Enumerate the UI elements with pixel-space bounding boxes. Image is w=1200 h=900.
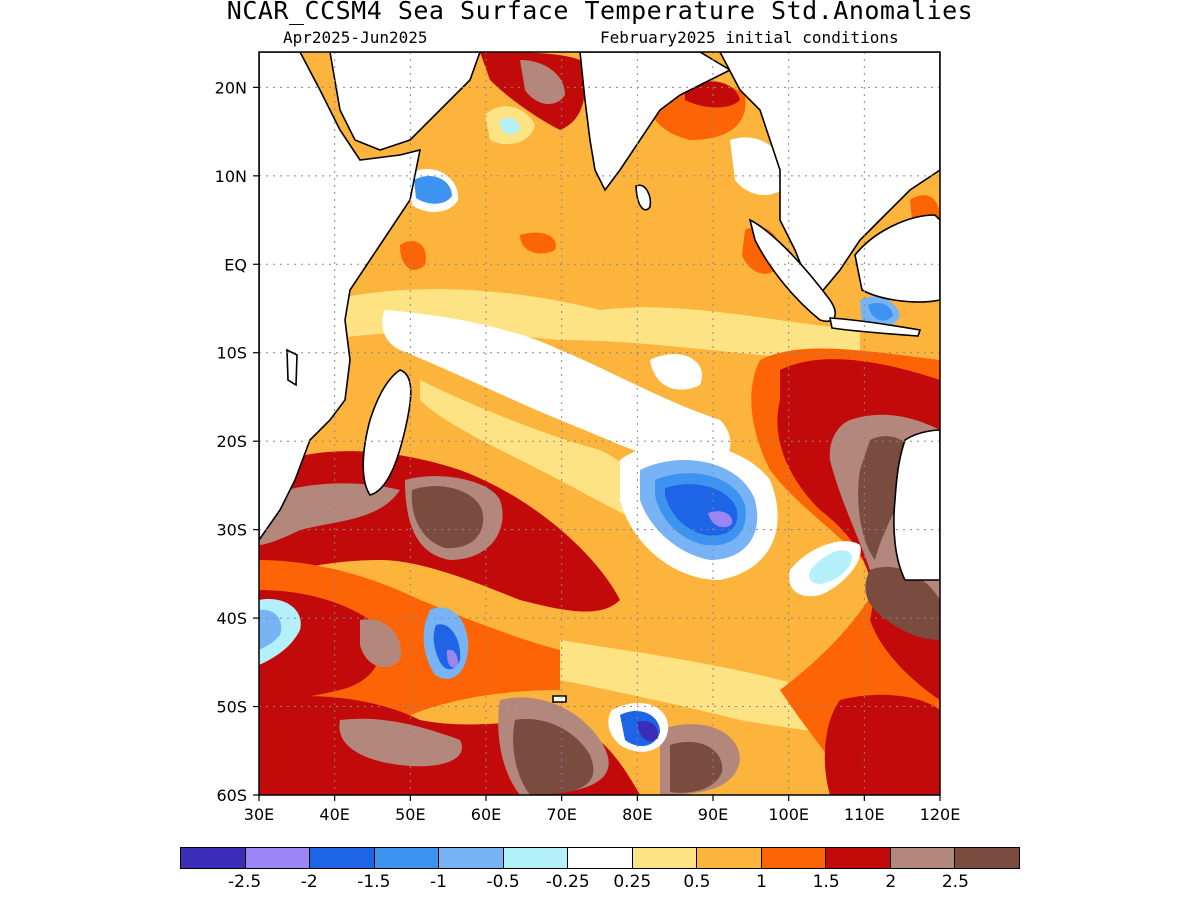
lat-label: EQ xyxy=(224,255,247,274)
colorbar-label: 1 xyxy=(756,872,767,892)
lat-label: 40S xyxy=(216,609,247,628)
anomaly-region xyxy=(824,694,940,795)
lat-label: 10N xyxy=(215,167,247,186)
colorbar-label: -1 xyxy=(429,872,447,892)
lat-label: 20N xyxy=(215,78,247,97)
lon-label: 40E xyxy=(319,805,349,824)
anomaly-region xyxy=(400,241,426,270)
grid-lines xyxy=(259,52,940,795)
borneo xyxy=(854,214,940,303)
map-frame xyxy=(258,51,941,796)
colorbar-label: -0.5 xyxy=(486,872,520,892)
colorbar-swatch xyxy=(181,848,246,868)
colorbar-swatch xyxy=(310,848,375,868)
anomaly-region xyxy=(865,566,940,640)
anomaly-region xyxy=(809,550,852,584)
anomaly-region xyxy=(670,741,723,793)
lon-label: 100E xyxy=(768,805,809,824)
lat-label: 30S xyxy=(216,521,247,540)
coastlines xyxy=(259,52,940,703)
chart-title: NCAR_CCSM4 Sea Surface Temperature Std.A… xyxy=(226,0,974,25)
anomaly-region xyxy=(520,60,565,105)
colorbar-label: 0.5 xyxy=(683,872,711,892)
arabia xyxy=(329,52,481,151)
anomaly-region xyxy=(446,649,458,668)
lat-label: 60S xyxy=(216,786,247,805)
anomaly-region xyxy=(414,175,452,204)
lon-label: 30E xyxy=(244,805,274,824)
colorbar-swatch xyxy=(890,848,956,868)
colorbar-label: -0.25 xyxy=(545,872,590,892)
anomaly-region xyxy=(411,486,484,549)
lon-label: 50E xyxy=(395,805,425,824)
colorbar-label: -1.5 xyxy=(357,872,391,892)
lon-label: 120E xyxy=(920,805,961,824)
anomaly-region xyxy=(650,354,702,390)
lon-label: 110E xyxy=(844,805,885,824)
java xyxy=(829,317,922,337)
anomaly-region xyxy=(259,609,282,650)
initial-conditions: February2025 initial conditions xyxy=(600,28,899,47)
anomaly-region xyxy=(330,289,860,360)
colorbar-label: 0.25 xyxy=(613,872,652,892)
colorbar-swatch xyxy=(439,848,504,868)
colorbar-swatch xyxy=(568,848,633,868)
kerguelen-island xyxy=(552,695,567,703)
lon-label: 90E xyxy=(698,805,728,824)
colorbar-swatch xyxy=(761,848,827,868)
anomaly-region xyxy=(382,310,731,470)
madagascar xyxy=(362,369,412,496)
anomaly-region xyxy=(500,118,520,135)
anomaly-region xyxy=(637,720,659,742)
axis-ticks xyxy=(253,86,941,801)
lon-label: 80E xyxy=(622,805,652,824)
colorbar-swatch xyxy=(697,848,762,868)
colorbar-swatch xyxy=(826,848,891,868)
colorbar-label: 2 xyxy=(885,872,897,892)
australia xyxy=(893,429,940,581)
colorbar-swatch xyxy=(245,848,311,868)
anomaly-region xyxy=(868,303,893,321)
africa xyxy=(259,52,422,542)
anomaly-region xyxy=(339,718,462,767)
anomaly-region xyxy=(520,232,556,254)
anomaly-region xyxy=(708,511,733,528)
anomaly-region xyxy=(513,719,594,795)
anomaly-region xyxy=(360,619,401,668)
lon-label: 60E xyxy=(471,805,501,824)
colorbar-swatch xyxy=(955,848,1019,868)
lat-label: 50S xyxy=(216,698,247,717)
colorbar-label: 2.5 xyxy=(941,872,969,892)
colorbar-swatch xyxy=(374,848,440,868)
lon-label: 70E xyxy=(546,805,576,824)
lake-outline xyxy=(286,348,298,387)
lat-label: 10S xyxy=(216,344,247,363)
sri-lanka xyxy=(635,184,652,211)
india xyxy=(579,52,732,192)
colorbar-swatch xyxy=(632,848,698,868)
colorbar-label: -2 xyxy=(300,872,318,892)
colorbar-label: 1.5 xyxy=(812,872,840,892)
lat-label: 20S xyxy=(216,432,247,451)
colorbar-swatch xyxy=(503,848,569,868)
forecast-period: Apr2025-Jun2025 xyxy=(283,28,428,47)
colorbar-label: -2.5 xyxy=(228,872,262,892)
longitude-labels: 30E 40E 50E 60E 70E 80E 90E 100E 110E 120E xyxy=(244,805,961,824)
colorbar xyxy=(180,847,1020,869)
latitude-labels: 20N 10N EQ 10S 20S 30S 40S 50S 60S xyxy=(215,78,247,805)
